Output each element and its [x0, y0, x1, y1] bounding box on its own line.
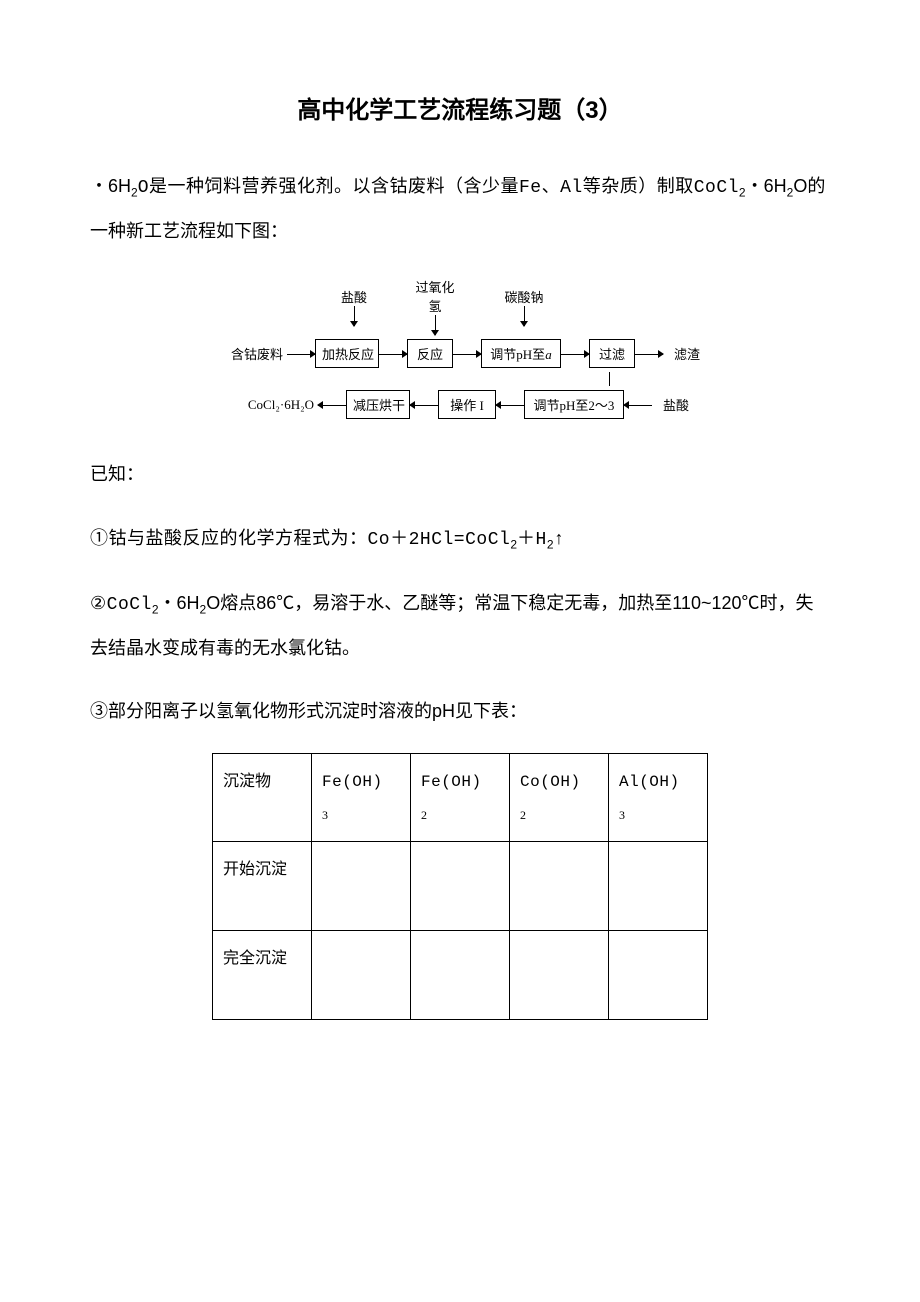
text: O是一种饲料营养强化剂。以含钴废料（含少量Fe、Al等杂质）制取CoCl — [138, 178, 739, 198]
arrow-right-icon — [635, 349, 663, 359]
flow-box: 加热反应 — [315, 339, 379, 368]
known-item-1: ①钴与盐酸反应的化学方程式为：Co＋2HCl=CoCl2＋H2↑ — [90, 517, 830, 562]
flow-output-formula: CoCl₂·6H₂O — [220, 397, 318, 413]
flow-output-label: 滤渣 — [663, 344, 711, 363]
arrow-right-icon — [379, 349, 407, 359]
table-header-cell: 沉淀物 — [213, 754, 312, 842]
text: ②CoCl — [90, 595, 152, 615]
flow-box: 反应 — [407, 339, 453, 368]
text: ①钴与盐酸反应的化学方程式为：Co＋2HCl=CoCl — [90, 530, 510, 550]
process-flow-diagram: 盐酸 过氧化氢 碳酸钠 含钴废料 — [90, 273, 830, 423]
subscript: 2 — [547, 537, 554, 551]
arrow-down-icon — [349, 306, 359, 326]
table-row-label: 完全沉淀 — [213, 930, 312, 1019]
table-row: 完全沉淀 — [213, 930, 708, 1019]
flow-box: 过滤 — [589, 339, 635, 368]
flow-top-label: 过氧化氢 — [413, 277, 457, 315]
table-header-cell: Al(OH)3 — [609, 754, 708, 842]
text: ・6H — [746, 176, 787, 196]
text: ・6H — [90, 176, 131, 196]
known-label: 已知： — [90, 453, 830, 496]
flow-top-label: 碳酸钠 — [504, 287, 543, 306]
arrow-right-icon — [287, 349, 315, 359]
subscript: 2 — [510, 537, 517, 551]
subscript: 2 — [739, 186, 746, 200]
table-row-label: 开始沉淀 — [213, 841, 312, 930]
subscript: 2 — [152, 602, 159, 616]
table-header-cell: Fe(OH)3 — [312, 754, 411, 842]
arrow-down-icon — [430, 315, 440, 335]
flow-box: 操作 I — [438, 390, 496, 419]
table-cell — [609, 930, 708, 1019]
table-row: 开始沉淀 — [213, 841, 708, 930]
page: 高中化学工艺流程练习题（3） ・6H2O是一种饲料营养强化剂。以含钴废料（含少量… — [0, 0, 920, 1080]
text: ＋H — [517, 530, 547, 550]
known-item-2: ②CoCl2・6H2O熔点86℃，易溶于水、乙醚等；常温下稳定无毒，加热至110… — [90, 582, 830, 670]
connector-line — [609, 372, 610, 386]
arrow-left-icon — [318, 400, 346, 410]
flow-top-label: 盐酸 — [341, 287, 367, 306]
text: ↑ — [554, 530, 565, 550]
table-cell — [312, 930, 411, 1019]
flow-box: 调节pH至a — [481, 339, 561, 368]
arrow-down-icon — [519, 306, 529, 326]
intro-paragraph: ・6H2O是一种饲料营养强化剂。以含钴废料（含少量Fe、Al等杂质）制取CoCl… — [90, 165, 830, 253]
table-row: 沉淀物 Fe(OH)3 Fe(OH)2 Co(OH)2 Al(OH)3 — [213, 754, 708, 842]
table-cell — [510, 930, 609, 1019]
table-cell — [312, 841, 411, 930]
table-cell — [609, 841, 708, 930]
flow-box: 调节pH至2～3 — [524, 390, 624, 419]
flow-input-label: 含钴废料 — [209, 344, 287, 363]
table-cell — [510, 841, 609, 930]
arrow-right-icon — [453, 349, 481, 359]
arrow-left-icon — [496, 400, 524, 410]
table-cell — [411, 841, 510, 930]
arrow-right-icon — [561, 349, 589, 359]
subscript: 2 — [131, 186, 138, 200]
known-item-3: ③部分阳离子以氢氧化物形式沉淀时溶液的pH见下表： — [90, 690, 830, 733]
flow-input-label: 盐酸 — [652, 395, 700, 414]
arrow-left-icon — [410, 400, 438, 410]
table-cell — [411, 930, 510, 1019]
table-header-cell: Co(OH)2 — [510, 754, 609, 842]
ph-table: 沉淀物 Fe(OH)3 Fe(OH)2 Co(OH)2 Al(OH)3 开始沉淀… — [212, 753, 708, 1020]
page-title: 高中化学工艺流程练习题（3） — [90, 90, 830, 125]
flow-box: 减压烘干 — [346, 390, 410, 419]
text: ・6H — [159, 593, 200, 613]
arrow-left-icon — [624, 400, 652, 410]
table-header-cell: Fe(OH)2 — [411, 754, 510, 842]
